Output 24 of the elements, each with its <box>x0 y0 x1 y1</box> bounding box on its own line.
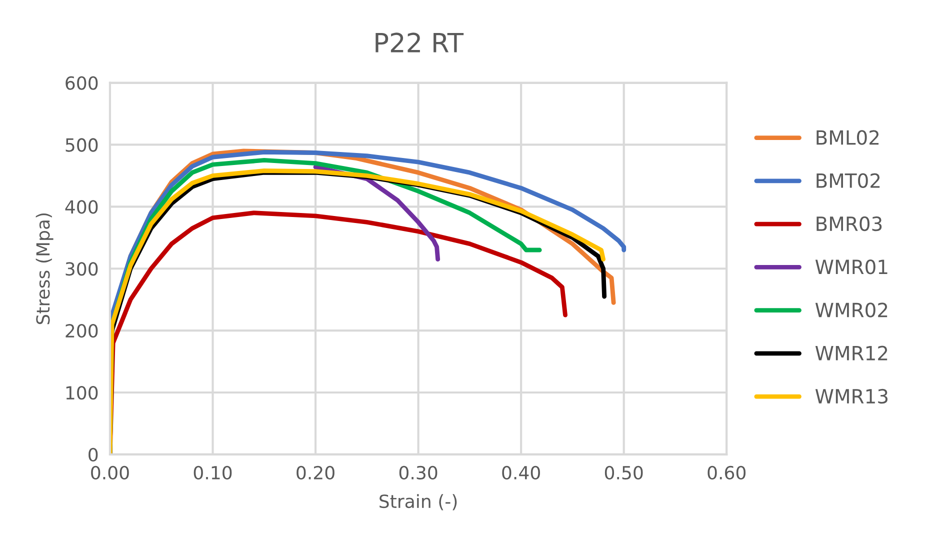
legend-label: BMR03 <box>816 216 882 232</box>
legend-label: WMR02 <box>815 302 888 318</box>
legend-label: WMR12 <box>815 346 888 360</box>
x-tick-label: 0.40 <box>502 466 540 480</box>
y-tick-label: 0 <box>88 448 98 462</box>
y-tick-label: 400 <box>65 200 98 214</box>
legend-label: BMT02 <box>816 173 880 188</box>
y-tick-label: 200 <box>66 324 98 338</box>
x-tick-label: 0.50 <box>604 466 643 480</box>
y-tick-label: 300 <box>66 262 98 276</box>
x-tick-label: 0.20 <box>296 466 334 480</box>
y-tick-label: 100 <box>66 386 98 400</box>
x-axis-title: Strain (-) <box>380 494 457 510</box>
x-tick-label: 0.10 <box>194 466 232 480</box>
legend-label: WMR13 <box>815 388 888 404</box>
chart-title: P22 RT <box>376 32 464 52</box>
y-tick-label: 500 <box>66 138 98 152</box>
x-tick-label: 0.60 <box>708 466 746 480</box>
legend-label: WMR01 <box>815 260 888 274</box>
legend-label: BML02 <box>816 130 879 145</box>
x-tick-label: 0.30 <box>399 466 438 480</box>
x-tick-label: 0.00 <box>91 466 129 480</box>
y-axis-title: Stress (Mpa) <box>36 213 54 324</box>
y-tick-label: 600 <box>66 76 98 90</box>
